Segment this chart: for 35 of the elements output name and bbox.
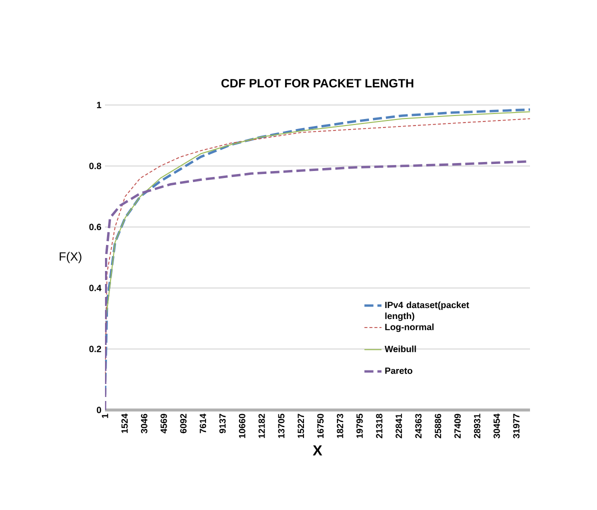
legend-label: Log-normal <box>385 324 434 332</box>
x-tick-label: 3046 <box>140 414 148 434</box>
x-tick-label: 16750 <box>317 414 324 438</box>
y-tick-label: 0.8 <box>89 162 102 170</box>
x-tick-label: 7614 <box>200 414 206 434</box>
x-tick-label: 24363 <box>415 414 422 438</box>
x-tick-label: 22841 <box>396 414 402 438</box>
x-tick-label: 9137 <box>219 414 226 434</box>
y-axis-title: F(X) <box>60 252 82 264</box>
x-tick-label: 19795 <box>356 414 363 438</box>
y-tick-label: 1 <box>97 102 102 108</box>
x-tick-label: 15227 <box>298 414 304 438</box>
y-tick-label: 0 <box>96 406 102 414</box>
legend-label: Pareto <box>385 368 412 374</box>
x-tick-label: 6092 <box>180 414 187 434</box>
x-tick-label: 30454 <box>494 414 500 438</box>
x-tick-label: 27409 <box>454 414 461 438</box>
y-tick-label: 0.2 <box>89 346 102 352</box>
legend-label: IPv4 dataset(packet length) <box>385 302 470 321</box>
x-tick-label: 13705 <box>278 414 284 438</box>
x-tick-label: 1 <box>102 414 108 418</box>
x-tick-label: 31977 <box>513 414 520 438</box>
x-tick-label: 28931 <box>474 414 480 438</box>
x-tick-label: 4569 <box>160 414 167 434</box>
chart-title: CDF PLOT FOR PACKET LENGTH <box>221 78 414 88</box>
x-tick-label: 1524 <box>121 414 128 433</box>
x-tick-label: 12182 <box>258 414 265 438</box>
y-tick-label: 0.4 <box>89 284 102 292</box>
x-axis-title: X <box>312 445 322 456</box>
x-tick-label: 18273 <box>336 414 344 438</box>
x-tick-label: 10660 <box>238 414 246 438</box>
x-tick-label: 21318 <box>376 414 382 438</box>
x-tick-label: 25886 <box>434 414 442 438</box>
y-tick-label: 0.6 <box>89 224 102 230</box>
legend-label: Weibull <box>384 346 416 352</box>
